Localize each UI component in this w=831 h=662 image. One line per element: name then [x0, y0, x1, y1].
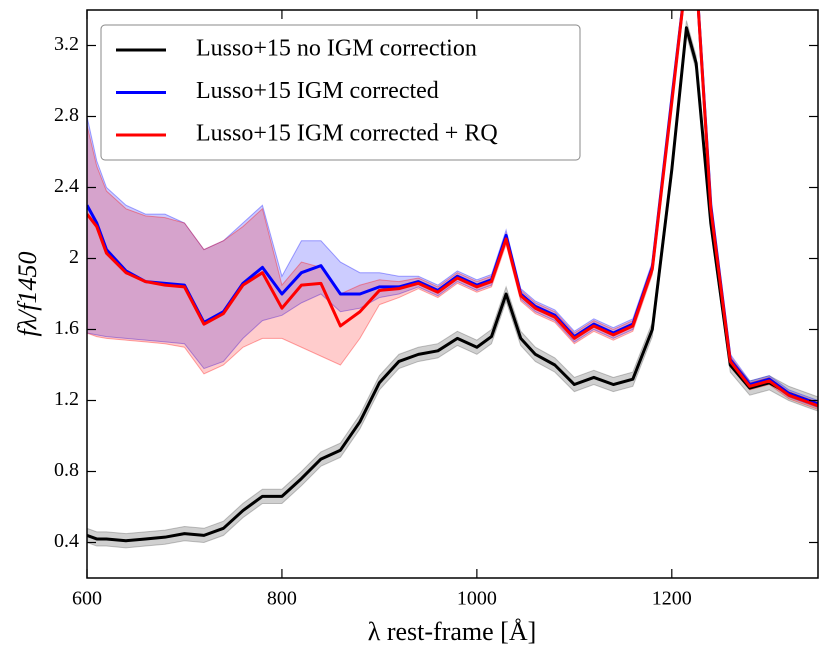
ticks: 600 800 1000 1200 0.4 0.8 1.2 1.6 2 2.4 2.8 3.2 [54, 10, 818, 610]
legend-label: Lusso+15 IGM corrected [196, 78, 439, 104]
series-line [87, 26, 818, 543]
series-line [87, 10, 818, 408]
y-tick-label: 2.4 [54, 175, 79, 197]
y-tick-label: 0.8 [54, 459, 79, 481]
y-tick-label: 3.2 [54, 33, 79, 55]
legend: Lusso+15 no IGM correction Lusso+15 IGM c… [100, 24, 581, 161]
x-tick-label: 1200 [652, 588, 692, 610]
y-tick-label: 1.2 [54, 388, 79, 410]
x-tick-label: 800 [267, 588, 297, 610]
x-axis-label: λ rest-frame [Å] [368, 617, 537, 646]
error-band [87, 20, 818, 549]
y-tick-label: 2.8 [54, 104, 79, 126]
legend-label: Lusso+15 no IGM correction [196, 36, 477, 62]
y-tick-label: 2 [69, 246, 79, 268]
y-tick-label: 0.4 [54, 530, 79, 552]
lines [87, 10, 818, 543]
x-tick-label: 600 [72, 588, 102, 610]
error-band [87, 10, 818, 409]
legend-box [100, 24, 581, 161]
y-axis-label: fλ/f1450 [13, 252, 42, 337]
legend-label: Lusso+15 IGM corrected + RQ [196, 121, 498, 147]
y-tick-label: 1.6 [54, 317, 79, 339]
plot-frame [86, 9, 819, 579]
x-tick-label: 1000 [457, 588, 497, 610]
